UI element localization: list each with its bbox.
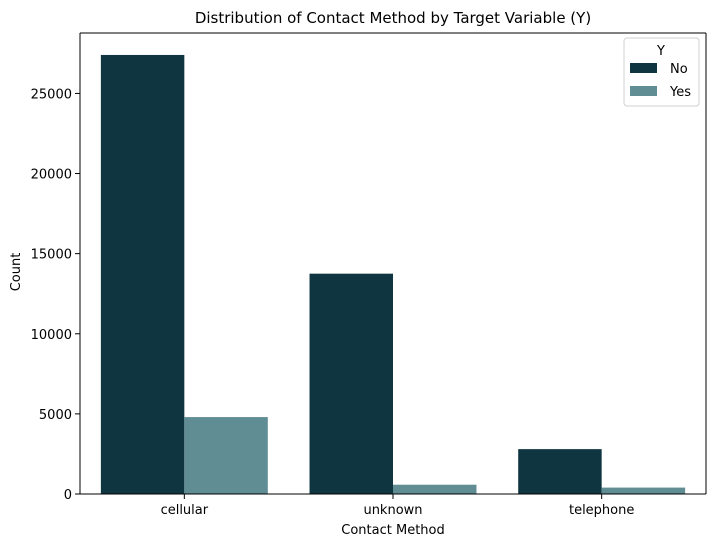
bar-yes-cellular (184, 417, 268, 494)
y-axis-label: Count (9, 253, 24, 292)
bar-no-unknown (309, 273, 393, 494)
y-tick-label: 25000 (31, 87, 72, 102)
x-axis-label: Contact Method (341, 523, 444, 538)
plot-area: 0 5000 10000 15000 20000 25000 cellular unknown… (31, 32, 707, 518)
legend: Y No Yes (623, 37, 700, 107)
legend-swatch-yes (630, 86, 657, 96)
x-tick-label: telephone (569, 503, 634, 518)
bar-no-cellular (100, 54, 185, 494)
bar-yes-telephone (601, 487, 686, 494)
legend-title: Y (656, 44, 665, 59)
bar-yes-unknown (393, 484, 477, 494)
y-tick-label: 10000 (31, 328, 72, 343)
y-tick-label: 5000 (39, 408, 72, 423)
x-tick-label: cellular (161, 503, 209, 518)
legend-label-no: No (670, 62, 688, 77)
legend-swatch-no (630, 63, 657, 73)
x-tick-label: unknown (363, 503, 422, 518)
chart-title: Distribution of Contact Method by Target… (195, 9, 591, 27)
y-tick-label: 15000 (31, 248, 72, 263)
y-tick-label: 20000 (31, 168, 72, 183)
bar-no-telephone (518, 449, 602, 494)
legend-label-yes: Yes (669, 85, 691, 100)
y-tick-label: 0 (64, 488, 72, 503)
